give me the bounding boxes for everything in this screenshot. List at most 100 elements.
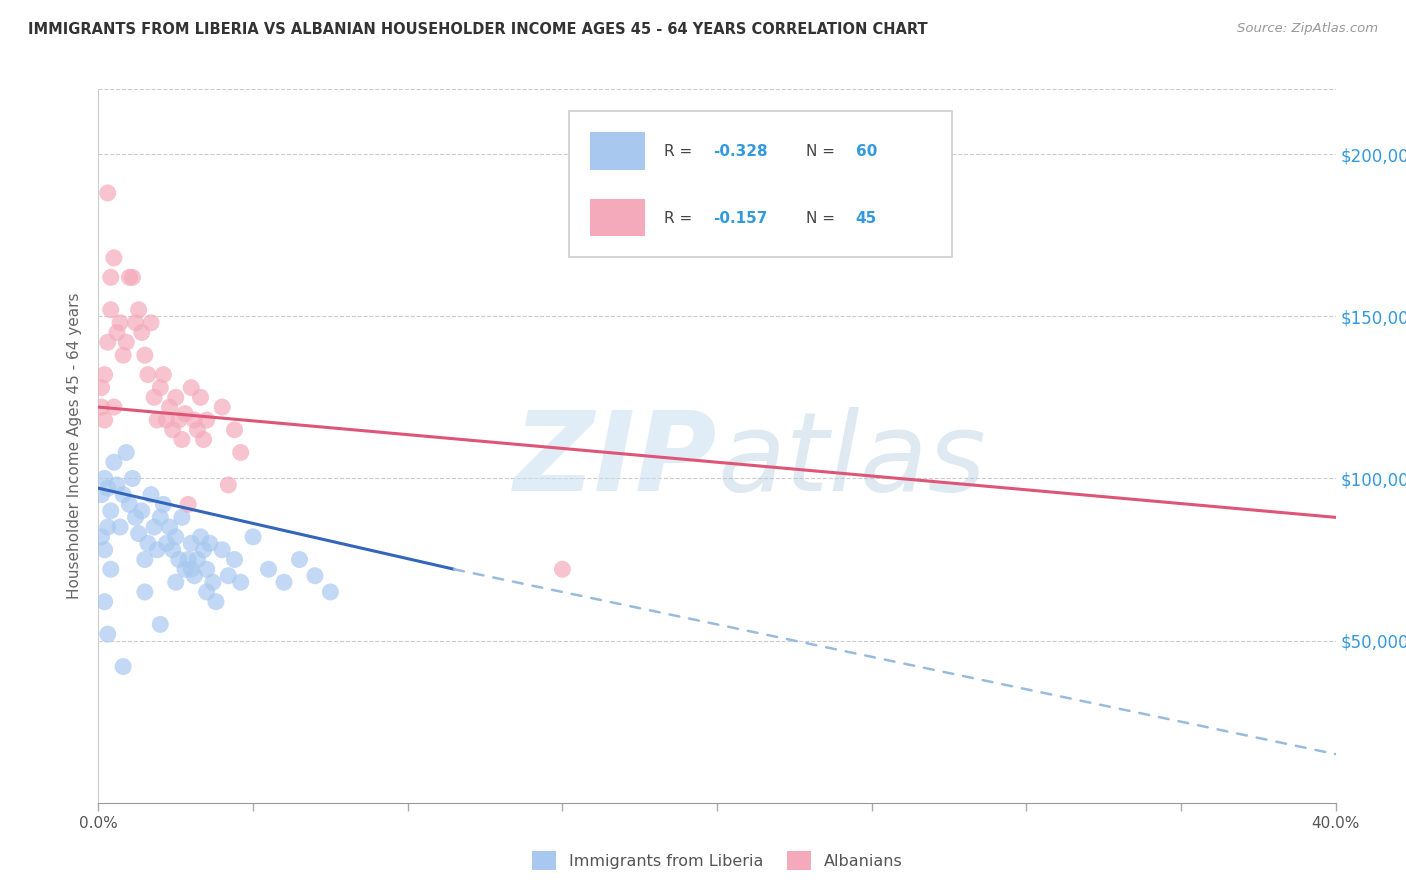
Point — [155, 536, 177, 550]
Point — [155, 413, 177, 427]
Point — [177, 497, 200, 511]
Bar — [589, 199, 645, 236]
Point — [139, 488, 162, 502]
Point — [149, 617, 172, 632]
Point — [97, 627, 120, 641]
FancyBboxPatch shape — [568, 111, 952, 257]
Text: IMMIGRANTS FROM LIBERIA VS ALBANIAN HOUSEHOLDER INCOME AGES 45 - 64 YEARS CORREL: IMMIGRANTS FROM LIBERIA VS ALBANIAN HOUS… — [28, 22, 928, 37]
Point — [112, 659, 135, 673]
Point — [136, 368, 159, 382]
Point — [103, 455, 125, 469]
Point — [304, 568, 326, 582]
Point — [105, 478, 128, 492]
Point — [211, 400, 233, 414]
Point — [90, 400, 112, 414]
Point — [93, 413, 115, 427]
Bar — [589, 133, 645, 169]
Point — [183, 413, 205, 427]
Point — [551, 562, 574, 576]
Point — [217, 568, 239, 582]
Point — [198, 536, 221, 550]
Point — [319, 585, 342, 599]
Point — [131, 326, 153, 340]
Point — [167, 552, 190, 566]
Text: 45: 45 — [856, 211, 877, 226]
Point — [97, 481, 120, 495]
Point — [167, 413, 190, 427]
Point — [152, 368, 174, 382]
Point — [152, 497, 174, 511]
Point — [180, 562, 202, 576]
Point — [190, 530, 212, 544]
Point — [146, 542, 169, 557]
Point — [112, 348, 135, 362]
Point — [205, 595, 228, 609]
Text: -0.157: -0.157 — [713, 211, 768, 226]
Point — [93, 471, 115, 485]
Point — [136, 536, 159, 550]
Point — [165, 390, 187, 404]
Text: N =: N = — [806, 145, 839, 160]
Point — [100, 562, 122, 576]
Point — [165, 530, 187, 544]
Point — [195, 413, 218, 427]
Point — [177, 552, 200, 566]
Point — [162, 423, 184, 437]
Point — [112, 488, 135, 502]
Point — [143, 520, 166, 534]
Point — [186, 423, 208, 437]
Point — [195, 585, 218, 599]
Point — [131, 504, 153, 518]
Text: R =: R = — [664, 145, 697, 160]
Point — [97, 520, 120, 534]
Point — [174, 407, 197, 421]
Point — [93, 542, 115, 557]
Point — [186, 552, 208, 566]
Point — [100, 504, 122, 518]
Point — [193, 542, 215, 557]
Point — [128, 302, 150, 317]
Point — [97, 335, 120, 350]
Point — [224, 423, 246, 437]
Point — [90, 488, 112, 502]
Point — [180, 536, 202, 550]
Point — [121, 471, 143, 485]
Text: ZIP: ZIP — [513, 407, 717, 514]
Point — [103, 251, 125, 265]
Point — [195, 562, 218, 576]
Point — [103, 400, 125, 414]
Point — [193, 433, 215, 447]
Point — [288, 552, 311, 566]
Point — [257, 562, 280, 576]
Point — [224, 552, 246, 566]
Point — [149, 381, 172, 395]
Point — [90, 381, 112, 395]
Y-axis label: Householder Income Ages 45 - 64 years: Householder Income Ages 45 - 64 years — [67, 293, 83, 599]
Point — [159, 400, 181, 414]
Point — [170, 510, 193, 524]
Point — [118, 270, 141, 285]
Point — [170, 433, 193, 447]
Text: -0.328: -0.328 — [713, 145, 768, 160]
Text: Source: ZipAtlas.com: Source: ZipAtlas.com — [1237, 22, 1378, 36]
Point — [139, 316, 162, 330]
Point — [100, 270, 122, 285]
Point — [174, 562, 197, 576]
Point — [229, 445, 252, 459]
Point — [93, 595, 115, 609]
Point — [217, 478, 239, 492]
Point — [134, 585, 156, 599]
Point — [149, 510, 172, 524]
Point — [229, 575, 252, 590]
Text: atlas: atlas — [717, 407, 986, 514]
Point — [105, 326, 128, 340]
Point — [146, 413, 169, 427]
Legend: Immigrants from Liberia, Albanians: Immigrants from Liberia, Albanians — [526, 845, 908, 877]
Point — [100, 302, 122, 317]
Point — [134, 552, 156, 566]
Point — [180, 381, 202, 395]
Point — [90, 530, 112, 544]
Point — [108, 520, 131, 534]
Point — [190, 390, 212, 404]
Point — [93, 368, 115, 382]
